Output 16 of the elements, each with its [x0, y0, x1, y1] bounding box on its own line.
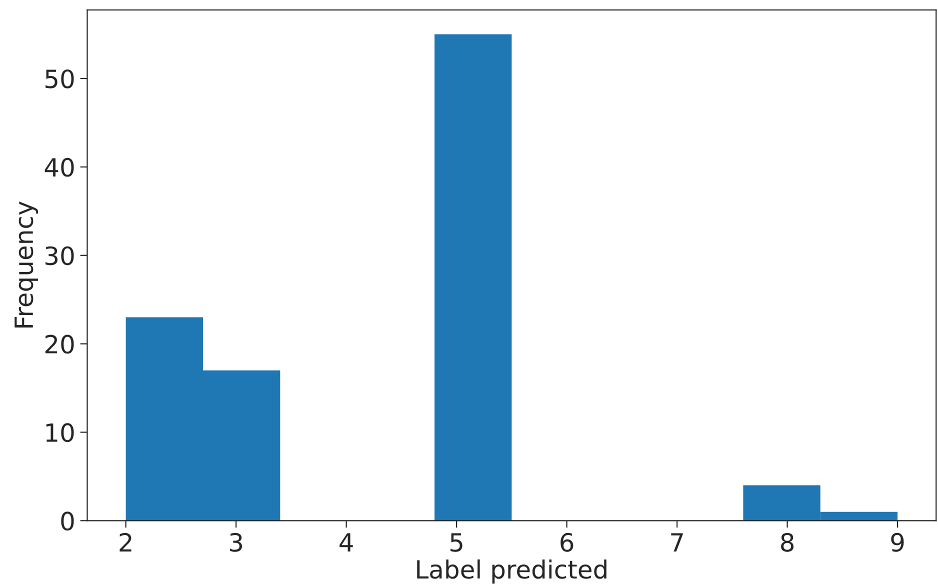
x-tick-label: 4 — [340, 533, 353, 552]
x-tick-label: 8 — [781, 532, 794, 552]
y-tick-label: 20 — [45, 334, 74, 354]
x-tick-label: 3 — [230, 532, 242, 552]
y-tick-label: 10 — [46, 423, 74, 442]
x-tick-label: 6 — [560, 532, 574, 552]
x-tick-label: 9 — [891, 532, 904, 552]
y-axis-title: Frequency — [14, 202, 38, 328]
y-tick-label: 50 — [46, 69, 74, 88]
x-tick-label: 2 — [120, 532, 132, 552]
y-tick-label: 0 — [61, 512, 74, 531]
x-axis-title: Label predicted — [417, 559, 606, 584]
y-tick-label: 40 — [44, 158, 74, 177]
y-tick-label: 30 — [46, 246, 74, 266]
x-tick-label: 5 — [450, 533, 462, 552]
x-tick-label: 7 — [671, 533, 683, 552]
